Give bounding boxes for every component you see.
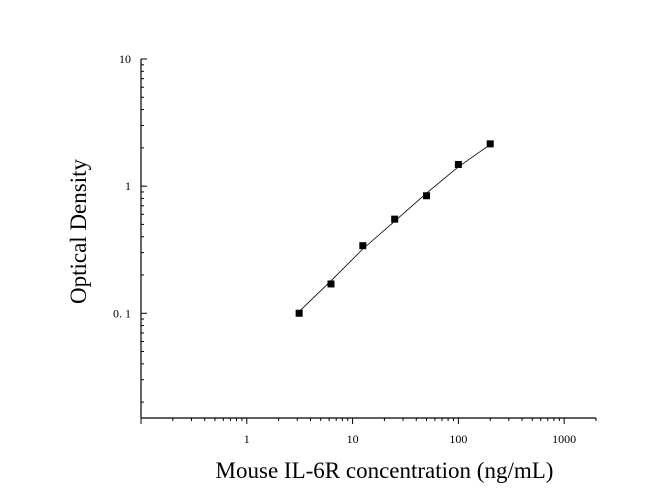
data-point [423,192,431,200]
data-point [454,160,462,168]
x-tick-label: 10 [347,432,359,446]
data-points [295,140,494,317]
y-tick-label: 0. 1 [113,306,131,320]
y-tick-label: 10 [119,52,131,66]
x-tick-label: 1000 [552,432,576,446]
x-axis-title: Mouse IL-6R concentration (ng/mL) [216,458,554,483]
y-axis-title: Optical Density [66,159,91,304]
axes [140,59,596,419]
data-point [486,140,494,148]
y-ticks: 0. 1 1 10 [113,52,147,403]
data-point [391,215,399,223]
data-point [327,280,335,288]
data-point [359,242,367,250]
y-tick-label: 1 [125,179,131,193]
x-tick-label: 100 [449,432,467,446]
data-point [295,309,303,317]
x-ticks: 1 10 100 1000 [140,418,597,446]
x-tick-label: 1 [244,432,250,446]
